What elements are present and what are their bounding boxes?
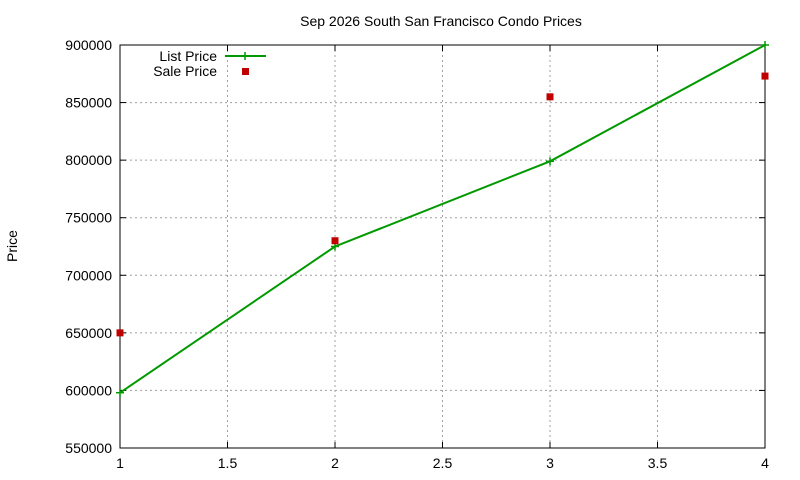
- legend-marker-list-price: [241, 52, 249, 60]
- sale-price-point: [546, 93, 554, 101]
- legend: List Price Sale Price: [153, 48, 266, 79]
- list-price-point: [761, 41, 769, 49]
- series-layer: [116, 41, 769, 397]
- y-tick-label: 750000: [65, 210, 112, 226]
- y-tick-label: 850000: [65, 95, 112, 111]
- y-tick-label: 900000: [65, 37, 112, 53]
- axis-ticks: 1 1.5 2 2.5 3 3.5 4 550000 600000 650000 700000 750…: [65, 37, 769, 471]
- x-tick-label: 2: [331, 455, 339, 471]
- y-tick-label: 800000: [65, 152, 112, 168]
- y-tick-label: 600000: [65, 382, 112, 398]
- y-tick-label: 650000: [65, 325, 112, 341]
- x-tick-label: 3.5: [648, 455, 668, 471]
- y-tick-label: 550000: [65, 440, 112, 456]
- sale-price-point: [331, 237, 339, 245]
- x-tick-label: 1: [116, 455, 124, 471]
- legend-label-sale-price: Sale Price: [153, 63, 217, 79]
- sale-price-point: [116, 329, 124, 337]
- x-tick-label: 2.5: [433, 455, 453, 471]
- x-tick-label: 1.5: [218, 455, 238, 471]
- sale-price-point: [761, 72, 769, 80]
- list-price-line: [119, 44, 766, 394]
- y-tick-label: 700000: [65, 267, 112, 283]
- legend-label-list-price: List Price: [159, 48, 217, 64]
- y-axis-label: Price: [4, 230, 20, 262]
- x-tick-label: 4: [761, 455, 769, 471]
- list-price-point: [116, 388, 124, 397]
- grid: [120, 45, 765, 448]
- list-price-point: [546, 157, 554, 166]
- x-tick-label: 3: [546, 455, 554, 471]
- chart-title: Sep 2026 South San Francisco Condo Price…: [300, 13, 582, 29]
- legend-marker-sale-price: [242, 68, 249, 75]
